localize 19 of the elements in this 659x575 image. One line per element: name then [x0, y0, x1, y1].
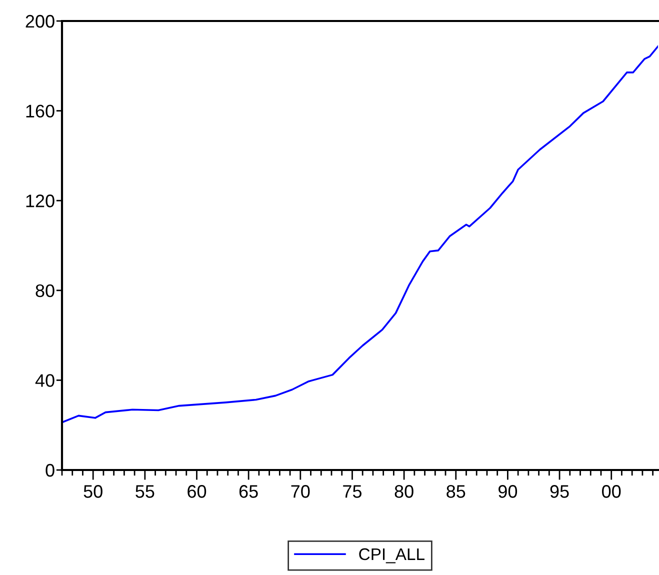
- x-tick-label: 65: [239, 485, 258, 498]
- x-tick-label: 75: [343, 485, 362, 498]
- x-tick-label: 50: [84, 485, 102, 498]
- y-tick-label: 0: [46, 464, 54, 477]
- y-tick-label: 80: [36, 284, 54, 298]
- legend-label: CPI_ALL: [359, 548, 424, 564]
- x-tick-label: 85: [446, 485, 466, 498]
- x-tick-label: 70: [291, 485, 310, 498]
- x-tick-label: 00: [602, 485, 621, 498]
- y-tick-label: 40: [35, 374, 54, 387]
- x-tick-label: 55: [136, 485, 154, 498]
- x-tick-label: 80: [394, 485, 414, 498]
- x-tick-label: 90: [498, 485, 518, 498]
- y-tick-label: 120: [26, 194, 54, 208]
- x-tick-label: 95: [550, 485, 569, 498]
- y-tick-label: 160: [26, 104, 54, 118]
- y-tick-label: 200: [26, 14, 54, 28]
- line-series: [62, 45, 658, 424]
- x-tick-label: 60: [188, 485, 206, 498]
